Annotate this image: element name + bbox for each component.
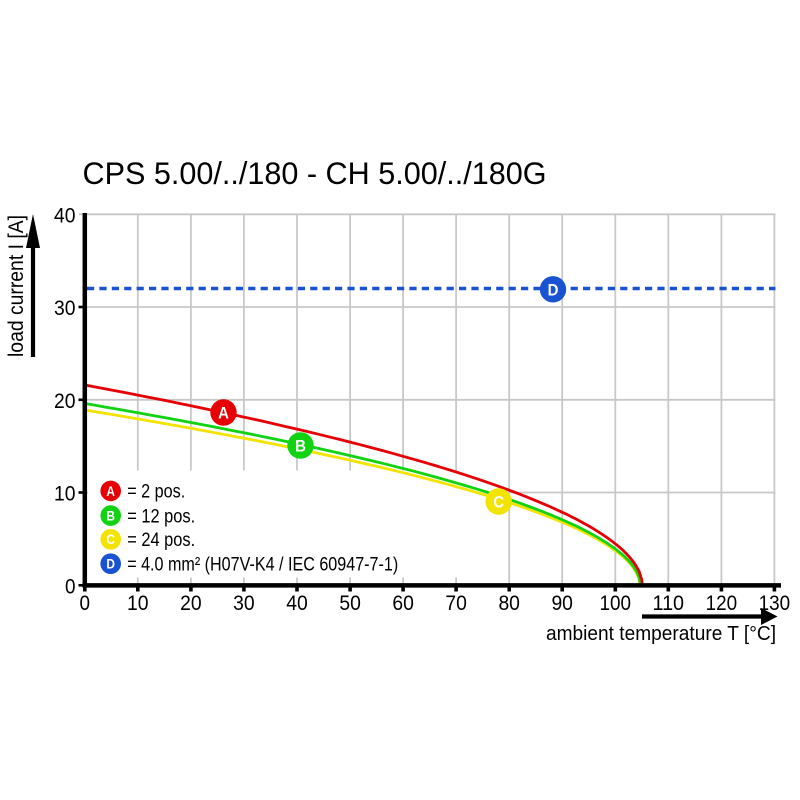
svg-text:30: 30 (233, 591, 255, 615)
svg-text:110: 110 (653, 591, 685, 615)
svg-text:40: 40 (286, 591, 308, 615)
svg-text:ambient temperature T [°C]: ambient temperature T [°C] (546, 623, 776, 645)
svg-text:C: C (106, 532, 115, 547)
svg-text:50: 50 (339, 591, 361, 615)
svg-text:20: 20 (54, 389, 76, 413)
svg-text:40: 40 (54, 203, 76, 227)
svg-text:= 2 pos.: = 2 pos. (127, 482, 185, 503)
svg-text:load current I [A]: load current I [A] (5, 215, 28, 357)
svg-text:B: B (295, 437, 306, 456)
svg-text:D: D (106, 557, 115, 572)
svg-text:10: 10 (127, 591, 149, 615)
svg-text:30: 30 (54, 296, 76, 320)
svg-text:10: 10 (54, 482, 76, 506)
svg-text:C: C (493, 493, 504, 512)
svg-text:= 4.0 mm² (H07V-K4 / IEC 60947: = 4.0 mm² (H07V-K4 / IEC 60947-7-1) (127, 554, 398, 575)
svg-text:100: 100 (600, 591, 632, 615)
svg-text:B: B (106, 508, 115, 523)
svg-text:D: D (548, 280, 559, 299)
svg-text:60: 60 (392, 591, 414, 615)
svg-text:20: 20 (180, 591, 202, 615)
svg-text:120: 120 (706, 591, 738, 615)
svg-text:A: A (218, 404, 229, 423)
svg-text:0: 0 (80, 591, 91, 615)
svg-text:= 24 pos.: = 24 pos. (127, 530, 195, 551)
svg-text:0: 0 (65, 574, 76, 598)
svg-text:80: 80 (498, 591, 520, 615)
svg-text:90: 90 (551, 591, 573, 615)
svg-text:A: A (106, 484, 115, 499)
svg-text:CPS 5.00/../180 - CH 5.00/../1: CPS 5.00/../180 - CH 5.00/../180G (83, 155, 547, 191)
svg-text:70: 70 (445, 591, 467, 615)
svg-text:= 12 pos.: = 12 pos. (127, 506, 195, 527)
